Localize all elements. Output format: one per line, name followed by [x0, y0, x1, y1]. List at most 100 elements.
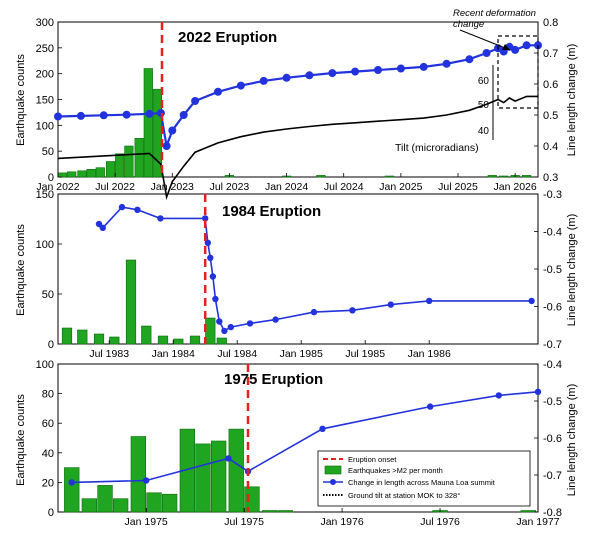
- series-group: [68, 388, 542, 486]
- y-left-title-2022: Earthquake counts: [15, 54, 27, 146]
- line-length-point: [54, 112, 62, 121]
- earthquake-bar: [157, 335, 169, 345]
- y-right-tick-label: 0.8: [543, 17, 558, 29]
- line-length-point: [157, 215, 164, 222]
- line-length-point: [236, 81, 245, 90]
- x-tick-label: Jan 2024: [265, 181, 308, 193]
- earthquake-bar: [109, 336, 120, 345]
- line-length-point: [202, 215, 209, 222]
- x-tick-label: Jul 2025: [438, 181, 478, 193]
- line-length-point: [145, 109, 154, 118]
- y-left-title-1984: Earthquake counts: [15, 224, 27, 316]
- bars-group: [64, 428, 536, 513]
- earthquake-bar: [125, 259, 137, 345]
- tilt-trace: [57, 95, 538, 201]
- y-right-tick-label: -0.4: [543, 359, 562, 371]
- annotation-arrow-head: [502, 44, 510, 50]
- line-length-point: [319, 425, 326, 432]
- y-right-title-1984: Line length change (m): [566, 214, 578, 327]
- line-length-series: [71, 391, 539, 484]
- earthquake-bar: [216, 337, 227, 345]
- x-tick-label: Jul 1976: [420, 516, 460, 528]
- panel-1984: 0 50 100 150 -0.7 -0.6 -0.5 -0.4 -0.3 Jul 1983 Jan…: [36, 189, 562, 360]
- earthquake-bar: [189, 335, 201, 345]
- line-length-point: [162, 142, 171, 150]
- line-length-point: [168, 126, 177, 135]
- series-group: [95, 203, 535, 335]
- y-left-tick-label: 50: [42, 146, 54, 158]
- line-length-point: [259, 76, 268, 85]
- earthquake-bar: [261, 510, 278, 513]
- series-group: [54, 41, 542, 151]
- x-tick-label: Jan 2026: [494, 181, 537, 193]
- line-length-point: [118, 203, 126, 211]
- legend-swatch-length-marker: [330, 479, 336, 485]
- line-length-point: [426, 297, 433, 305]
- x-tick-label: Jan 1985: [280, 348, 323, 360]
- x-tick-label: Jul 2022: [95, 181, 135, 193]
- x-tick-label: Jul 1975: [224, 516, 264, 528]
- line-length-point: [387, 301, 394, 308]
- earthquake-bar: [134, 138, 144, 178]
- line-length-point: [528, 297, 535, 305]
- inset-tick-40: 40: [478, 126, 490, 137]
- y-right-tick-label: -0.4: [543, 227, 562, 239]
- earthquake-bar: [77, 170, 87, 178]
- line-length-point: [221, 327, 228, 335]
- line-length-point: [212, 295, 219, 303]
- earthquake-bar: [67, 171, 77, 178]
- axes-group: 0 50 100 150 -0.7 -0.6 -0.5 -0.4 -0.3 Jul 1983 Jan…: [36, 189, 562, 360]
- line-length-point: [511, 45, 520, 54]
- x-tick-label: Jul 1983: [89, 348, 129, 360]
- line-length-point: [282, 73, 291, 82]
- earthquake-bar: [113, 498, 129, 513]
- line-length-point: [68, 479, 75, 486]
- earthquake-bar: [228, 428, 244, 513]
- x-tick-label: Jan 1977: [516, 516, 559, 528]
- x-tick-label: Jan 2023: [151, 181, 194, 193]
- inset-tick-50: 50: [478, 100, 490, 111]
- x-tick-label: Jul 2024: [324, 181, 364, 193]
- y-right-title-1975: Line length change (m): [566, 384, 578, 497]
- y-right-tick-label: 0.4: [543, 141, 558, 153]
- x-tick-label: Jan 1984: [152, 348, 195, 360]
- bars-group: [61, 259, 227, 345]
- x-tick-label: Jan 1986: [408, 348, 451, 360]
- x-tick-label: Jan 1975: [125, 516, 168, 528]
- y-left-tick-label: 0: [48, 172, 54, 184]
- earthquake-bar: [487, 175, 497, 178]
- legend-label-eruption: Eruption onset: [348, 455, 397, 464]
- line-length-point: [143, 477, 150, 484]
- earthquake-bar: [211, 440, 227, 513]
- line-length-point: [191, 97, 200, 105]
- y-right-tick-label: 0.7: [543, 48, 558, 60]
- x-tick-label: Jul 1984: [217, 348, 257, 360]
- earthquake-bar: [61, 327, 73, 345]
- axes-group: 0 20 40 60 80 100 -0.8 -0.7 -0.6 -0.5 -0.4 Jan 1975…: [36, 359, 562, 528]
- earthquake-bar: [195, 443, 211, 513]
- earthquake-bar: [146, 492, 162, 513]
- y-left-tick-label: 20: [42, 477, 54, 489]
- earthquake-bar: [86, 169, 96, 178]
- earthquake-bar: [173, 338, 184, 345]
- y-left-tick-label: 300: [36, 17, 54, 29]
- y-right-tick-label: 0.3: [543, 172, 558, 184]
- y-right-tick-label: -0.8: [543, 507, 562, 519]
- line-length-point: [495, 392, 502, 399]
- earthquake-bar: [521, 175, 532, 178]
- earthquake-bar: [106, 161, 116, 178]
- line-length-point: [204, 239, 211, 246]
- earthquake-bar: [141, 325, 152, 345]
- panel-title: 2022 Eruption: [178, 29, 277, 46]
- y-right-tick-label: -0.7: [543, 339, 562, 351]
- earthquake-bar: [384, 175, 395, 178]
- y-right-tick-label: -0.3: [543, 189, 562, 201]
- panel-2022: 0 50 100 150 200 250 300 0.3 0.4 0.5 0.6 0.7 0.8 Jan …: [36, 8, 558, 201]
- line-length-series: [98, 206, 532, 333]
- y-right-tick-label: 0.6: [543, 79, 558, 91]
- y-left-tick-label: 60: [42, 418, 54, 430]
- legend: Eruption onset Earthquakes >M2 per month…: [317, 450, 531, 507]
- panel-title: 1975 Eruption: [224, 371, 323, 388]
- y-right-title-2022: Line length change (m): [566, 44, 578, 157]
